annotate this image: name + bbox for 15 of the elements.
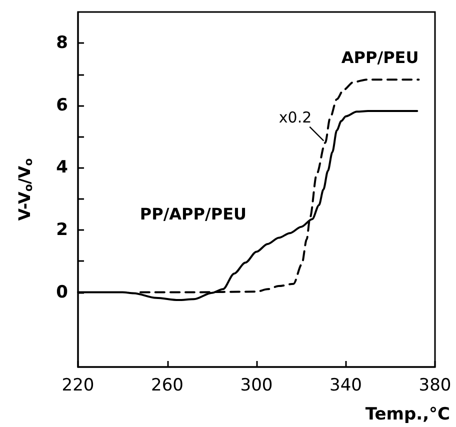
x-tick-label: 300	[240, 376, 273, 396]
series-label: APP/PEU	[341, 48, 419, 68]
y-tick-label: 6	[56, 95, 68, 116]
y-tick-label: 2	[56, 220, 68, 240]
y-axis-title: V-Vo/Vo	[15, 158, 35, 221]
x-tick-label: 340	[330, 376, 362, 396]
annotation: x0.2	[278, 108, 312, 126]
x-tick-label: 380	[418, 376, 452, 396]
y-tick-label: 8	[56, 33, 68, 54]
x-tick-label: 260	[151, 376, 184, 396]
y-tick-label: 4	[56, 158, 68, 178]
series-label: PP/APP/PEU	[140, 204, 246, 224]
x-axis-title: Temp.,°C	[365, 404, 450, 424]
y-tick-label: 0	[56, 282, 68, 302]
x-tick-label: 220	[62, 376, 94, 396]
